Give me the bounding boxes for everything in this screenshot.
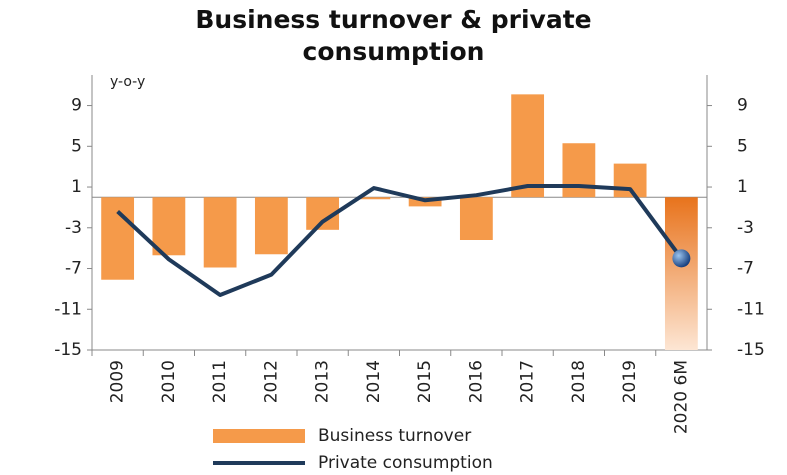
bar [254, 197, 288, 255]
y2-tick-label: -7 [737, 259, 754, 279]
y2-tick-label: 9 [737, 96, 748, 116]
bar [152, 197, 186, 256]
y2-tick-label: 1 [737, 177, 748, 197]
legend-label: Private consumption [318, 453, 493, 473]
y2-tick-label: -11 [737, 299, 765, 319]
y-tick-label: -11 [54, 299, 82, 319]
y-tick-label: -7 [65, 259, 82, 279]
x-tick-label: 2014 [364, 360, 384, 403]
y-tick-label: -3 [65, 218, 82, 238]
legend-swatch [213, 429, 305, 443]
bar [101, 197, 135, 280]
bar [203, 197, 237, 268]
bar [664, 197, 698, 350]
y-tick-label: 1 [71, 177, 82, 197]
y2-tick-label: 5 [737, 136, 748, 156]
chart-title-text: Business turnover & private consumption [195, 5, 592, 66]
x-tick-label: 2013 [313, 360, 333, 403]
bar [459, 197, 493, 240]
x-tick-label: 2009 [108, 360, 128, 403]
bar [511, 94, 545, 198]
y-tick-label: 5 [71, 136, 82, 156]
x-tick-label: 2017 [518, 360, 538, 403]
y-unit-label: y-o-y [110, 74, 145, 90]
y-tick-label: 9 [71, 96, 82, 116]
x-tick-label: 2018 [569, 360, 589, 403]
bar [357, 197, 391, 200]
x-tick-label: 2020 6M [671, 360, 691, 434]
line-end-marker [672, 249, 691, 268]
x-tick-label: 2015 [415, 360, 435, 403]
line [116, 184, 683, 297]
x-tick-label: 2019 [620, 360, 640, 403]
x-tick-label: 2016 [466, 360, 486, 403]
y2-tick-label: -15 [737, 340, 765, 360]
chart-title: Business turnover & private consumption [0, 4, 787, 68]
legend-label: Business turnover [318, 426, 471, 446]
y-tick-label: -15 [54, 340, 82, 360]
y2-tick-label: -3 [737, 218, 754, 238]
bar [562, 143, 596, 198]
x-tick-label: 2011 [210, 360, 230, 403]
x-tick-label: 2010 [159, 360, 179, 403]
x-tick-label: 2012 [261, 360, 281, 403]
